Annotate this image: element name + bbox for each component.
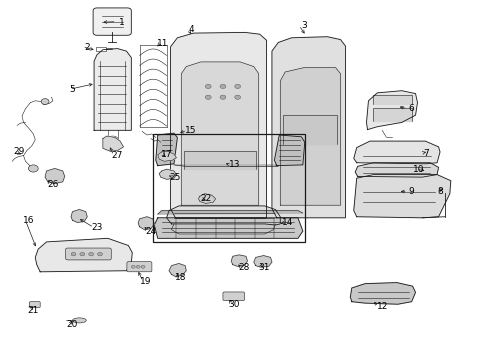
Circle shape [205,84,211,89]
Polygon shape [94,49,131,130]
Polygon shape [373,108,412,121]
Polygon shape [174,165,278,166]
FancyBboxPatch shape [127,262,152,272]
Circle shape [220,95,226,99]
FancyBboxPatch shape [66,248,111,260]
Circle shape [235,95,241,99]
Text: 11: 11 [157,40,169,49]
Text: 14: 14 [282,218,294,227]
Text: 27: 27 [111,151,122,160]
Polygon shape [231,255,247,266]
Circle shape [71,252,76,256]
Polygon shape [169,264,186,276]
Circle shape [89,252,94,256]
Text: 19: 19 [140,277,152,286]
Text: 4: 4 [188,25,194,34]
Polygon shape [181,62,259,205]
Circle shape [235,84,241,89]
Polygon shape [280,68,341,205]
Text: 6: 6 [409,104,415,113]
Text: 25: 25 [170,173,181,181]
Circle shape [80,252,85,256]
FancyBboxPatch shape [93,8,131,35]
Text: 12: 12 [376,302,388,311]
Polygon shape [184,151,256,169]
Polygon shape [355,163,439,177]
Circle shape [98,252,102,256]
Polygon shape [156,133,177,166]
Text: 15: 15 [185,126,197,135]
Text: 18: 18 [174,274,186,282]
Polygon shape [354,175,451,218]
Text: 29: 29 [13,148,24,156]
Polygon shape [154,218,303,238]
Circle shape [107,136,119,145]
Polygon shape [158,151,176,161]
Text: 30: 30 [228,300,240,309]
Text: 7: 7 [423,149,429,158]
Text: 13: 13 [228,161,240,169]
Polygon shape [158,211,303,214]
Circle shape [220,84,226,89]
Polygon shape [350,283,416,304]
Bar [96,47,106,51]
Polygon shape [167,206,280,225]
Text: 22: 22 [200,194,211,203]
Polygon shape [198,194,216,203]
Text: 28: 28 [238,263,250,271]
Polygon shape [283,115,337,144]
Text: 20: 20 [67,320,78,329]
Ellipse shape [73,318,86,323]
Polygon shape [354,141,440,164]
Polygon shape [254,256,272,267]
Polygon shape [367,91,417,130]
FancyBboxPatch shape [223,292,245,301]
Polygon shape [103,136,123,151]
Text: 31: 31 [258,263,270,271]
Polygon shape [172,224,275,234]
Text: 10: 10 [413,165,425,174]
Polygon shape [272,37,345,218]
FancyBboxPatch shape [29,302,40,307]
Circle shape [131,265,135,268]
Text: 17: 17 [161,150,172,158]
Polygon shape [138,217,154,230]
Circle shape [136,265,140,268]
Polygon shape [274,135,305,166]
Polygon shape [171,32,267,218]
Text: 9: 9 [409,187,415,196]
Text: 23: 23 [91,223,103,232]
Text: 1: 1 [119,18,124,27]
Circle shape [28,165,38,172]
Text: 26: 26 [47,180,59,189]
Text: 21: 21 [27,306,39,315]
Polygon shape [71,210,87,222]
Circle shape [205,95,211,99]
Circle shape [41,99,49,104]
Polygon shape [159,169,176,179]
Polygon shape [35,238,132,272]
Text: 3: 3 [301,21,307,30]
Circle shape [141,265,145,268]
Text: 24: 24 [146,227,156,236]
Polygon shape [45,168,65,184]
Polygon shape [373,95,412,104]
Bar [153,134,305,242]
Text: 2: 2 [84,43,90,52]
Text: 8: 8 [437,187,443,196]
Text: 16: 16 [23,216,34,225]
Text: 5: 5 [70,85,75,94]
